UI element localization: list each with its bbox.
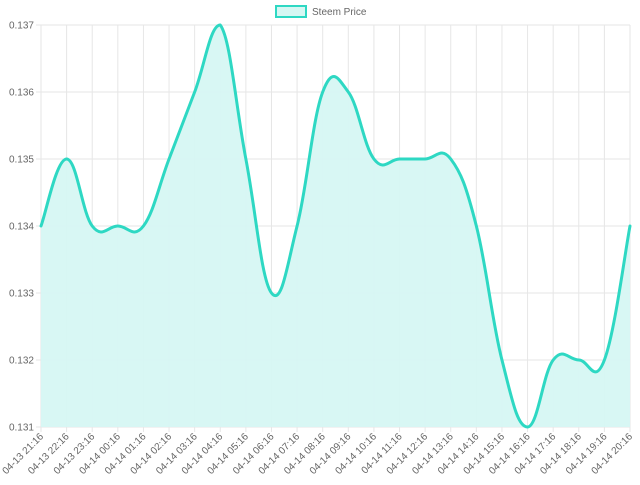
data-point[interactable] bbox=[601, 357, 607, 363]
data-point[interactable] bbox=[294, 223, 300, 229]
data-point[interactable] bbox=[550, 357, 556, 363]
series-line bbox=[38, 22, 633, 430]
y-tick-label: 0.135 bbox=[9, 155, 34, 166]
data-point[interactable] bbox=[115, 223, 121, 229]
data-point[interactable] bbox=[320, 89, 326, 95]
data-point[interactable] bbox=[371, 156, 377, 162]
legend-swatch[interactable] bbox=[275, 5, 307, 18]
data-point[interactable] bbox=[448, 156, 454, 162]
legend-label[interactable]: Steem Price bbox=[312, 7, 367, 18]
data-point[interactable] bbox=[499, 357, 505, 363]
data-point[interactable] bbox=[217, 22, 223, 28]
y-tick-label: 0.137 bbox=[9, 21, 34, 32]
data-point[interactable] bbox=[397, 156, 403, 162]
data-point[interactable] bbox=[525, 424, 531, 430]
data-point[interactable] bbox=[576, 357, 582, 363]
y-tick-label: 0.131 bbox=[9, 423, 34, 434]
data-point[interactable] bbox=[268, 290, 274, 296]
legend[interactable]: Steem Price bbox=[275, 5, 367, 18]
series-line-path bbox=[39, 23, 632, 429]
data-point[interactable] bbox=[192, 89, 198, 95]
y-tick-label: 0.132 bbox=[9, 356, 34, 367]
data-point[interactable] bbox=[422, 156, 428, 162]
y-tick-label: 0.134 bbox=[9, 222, 34, 233]
y-axis-ticks: 0.137 0.136 0.135 0.134 0.133 0.132 0.131 bbox=[9, 21, 34, 434]
area-fill bbox=[41, 25, 630, 427]
data-point[interactable] bbox=[89, 223, 95, 229]
data-point[interactable] bbox=[166, 156, 172, 162]
y-tick-label: 0.136 bbox=[9, 88, 34, 99]
data-point[interactable] bbox=[38, 223, 44, 229]
data-point[interactable] bbox=[627, 223, 633, 229]
data-point[interactable] bbox=[243, 156, 249, 162]
data-point[interactable] bbox=[345, 89, 351, 95]
y-tick-label: 0.133 bbox=[9, 289, 34, 300]
data-point[interactable] bbox=[473, 223, 479, 229]
series-area bbox=[41, 25, 630, 427]
data-point[interactable] bbox=[140, 223, 146, 229]
data-point[interactable] bbox=[64, 156, 70, 162]
